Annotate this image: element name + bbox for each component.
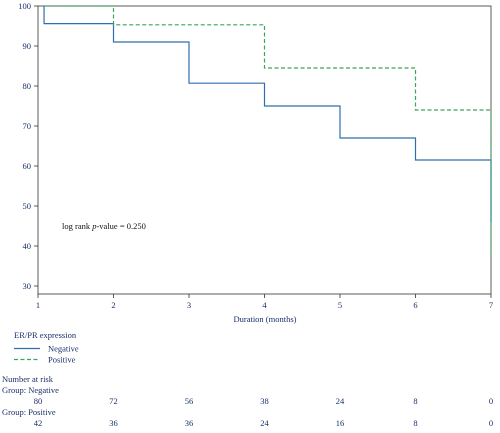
risk-table: Number at risk Group: Negative Group: Po…	[2, 374, 493, 428]
risk-value-positive: 8	[413, 418, 417, 428]
risk-value-negative: 8	[413, 396, 417, 406]
series-line-positive	[44, 5, 492, 256]
risk-value-negative: 24	[336, 396, 345, 406]
risk-value-positive: 24	[260, 418, 269, 428]
x-tick-label: 2	[111, 300, 115, 310]
x-tick-label: 1	[36, 300, 40, 310]
x-tick-label: 5	[338, 300, 342, 310]
risk-value-negative: 56	[185, 396, 194, 406]
risk-group-label-positive: Group: Positive	[2, 407, 56, 417]
risk-value-negative: 0	[489, 396, 493, 406]
y-tick-label: 30	[23, 281, 32, 291]
y-tick-label: 80	[23, 81, 32, 91]
x-tick-label: 3	[187, 300, 191, 310]
x-axis-label: Duration (months)	[233, 314, 296, 324]
x-tick-label: 4	[262, 300, 267, 310]
y-tick-label: 100	[18, 1, 31, 11]
risk-value-positive: 42	[34, 418, 43, 428]
risk-group-label-negative: Group: Negative	[2, 385, 59, 395]
y-tick-label: 50	[23, 201, 32, 211]
risk-value-positive: 36	[185, 418, 194, 428]
x-tick-label: 7	[489, 300, 493, 310]
y-tick-label: 40	[23, 241, 32, 251]
logrank-annotation: log rank p-value = 0.250	[62, 221, 146, 231]
legend-label-negative: Negative	[48, 344, 79, 354]
legend: ER/PR expression Negative Positive	[14, 330, 79, 365]
risk-table-title: Number at risk	[2, 374, 54, 384]
series-layer	[43, 5, 492, 256]
risk-value-negative: 80	[34, 396, 43, 406]
legend-label-positive: Positive	[48, 355, 76, 365]
risk-value-negative: 72	[109, 396, 118, 406]
y-tick-label: 60	[23, 161, 32, 171]
risk-value-positive: 0	[489, 418, 493, 428]
risk-value-positive: 36	[109, 418, 118, 428]
axes: 1 2 3 4 5 6 7 30 40 50 60 70 80 90 100	[18, 1, 493, 310]
x-tick-label: 6	[413, 300, 417, 310]
risk-value-positive: 16	[336, 418, 345, 428]
risk-value-negative: 38	[260, 396, 269, 406]
y-tick-label: 90	[23, 41, 32, 51]
y-tick-label: 70	[23, 121, 32, 131]
legend-title: ER/PR expression	[14, 330, 77, 340]
series-line-negative	[43, 6, 492, 222]
risk-values: 80 72 56 38 24 8 042 36 36 24 16 8 0	[34, 396, 493, 428]
